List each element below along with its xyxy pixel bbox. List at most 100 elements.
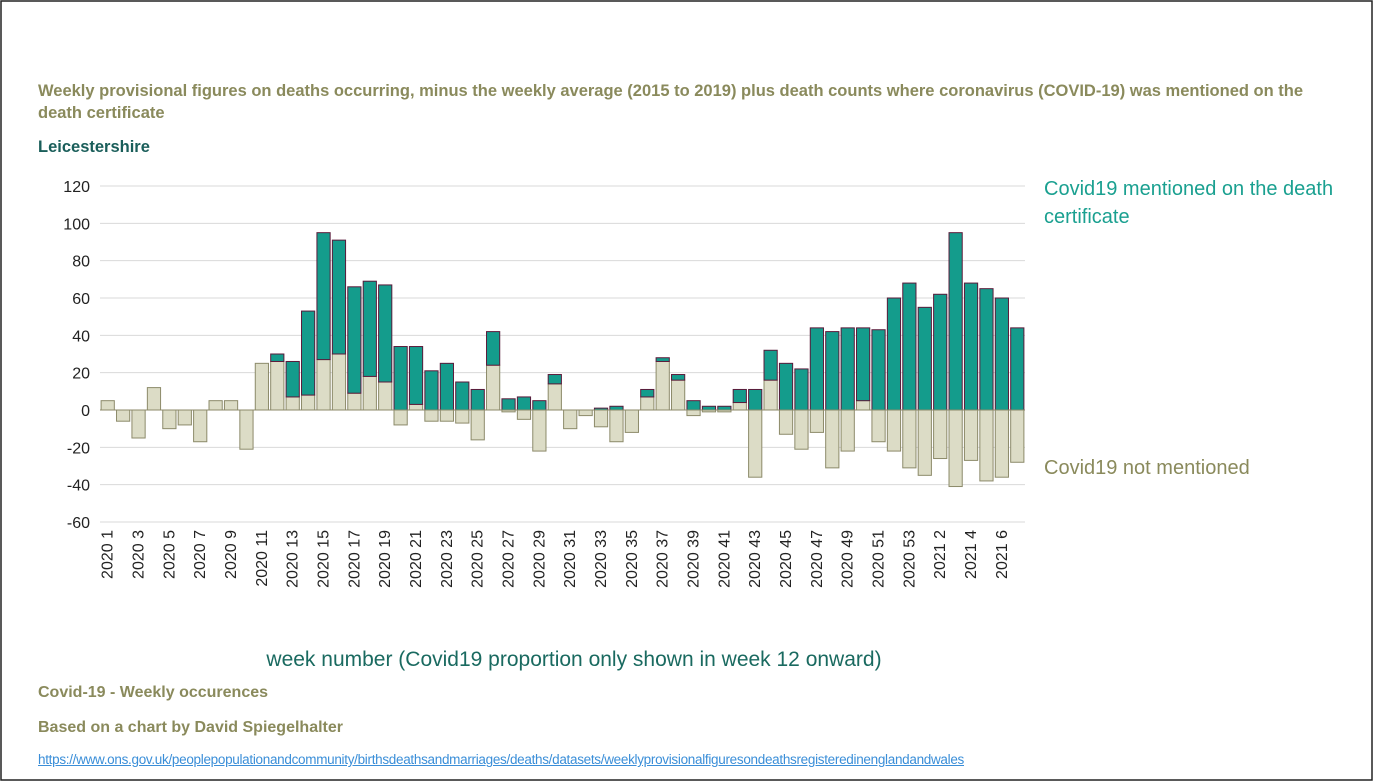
bar xyxy=(609,405,624,411)
bar xyxy=(778,409,794,435)
bar xyxy=(239,409,254,450)
legend-entry: Covid19 mentioned on the death certifica… xyxy=(1044,178,1334,228)
bar xyxy=(116,409,131,422)
bar xyxy=(886,409,902,452)
x-tick-label: 2020 35 xyxy=(624,530,641,588)
bar xyxy=(655,360,670,411)
bar xyxy=(316,359,331,411)
bar xyxy=(917,409,932,476)
x-tick-label: 2020 45 xyxy=(778,530,795,588)
bar xyxy=(578,409,593,417)
bar xyxy=(871,329,886,411)
credit: Based on a chart by David Spiegelhalter xyxy=(38,719,343,736)
bar xyxy=(486,331,501,366)
bar xyxy=(254,362,269,411)
x-tick-label: 2020 25 xyxy=(470,530,487,588)
bar xyxy=(177,409,192,426)
bar xyxy=(825,331,840,411)
bar xyxy=(331,239,347,355)
bar xyxy=(516,409,532,420)
bar xyxy=(948,232,963,411)
bar xyxy=(794,409,809,450)
bar xyxy=(316,232,331,361)
bar xyxy=(825,409,840,469)
bar xyxy=(516,396,532,411)
bar xyxy=(640,396,655,411)
bar xyxy=(686,400,701,411)
bar xyxy=(270,360,285,411)
bar xyxy=(671,374,686,381)
bar xyxy=(162,409,177,430)
x-axis-label: week number (Covid19 proportion only sho… xyxy=(265,648,881,671)
x-tick-label: 2020 53 xyxy=(901,530,918,588)
bar xyxy=(223,400,239,411)
bar xyxy=(856,327,871,402)
bar xyxy=(979,288,994,411)
bar xyxy=(285,360,300,398)
y-tick-label: 60 xyxy=(72,291,90,308)
bar xyxy=(532,409,547,452)
y-tick-label: -40 xyxy=(67,478,90,495)
bar xyxy=(1010,409,1025,463)
bar xyxy=(994,409,1009,478)
y-tick-label: 0 xyxy=(81,403,90,420)
x-tick-label: 2020 13 xyxy=(285,530,302,588)
bar xyxy=(732,402,747,411)
x-tick-label: 2020 19 xyxy=(377,530,394,588)
x-tick-label: 2020 29 xyxy=(531,530,548,588)
bar xyxy=(917,306,932,411)
bar xyxy=(362,375,377,411)
bar xyxy=(470,409,485,441)
bar xyxy=(778,362,794,411)
bar xyxy=(547,383,562,411)
x-tick-label: 2020 41 xyxy=(716,530,733,588)
bar xyxy=(902,282,917,411)
x-tick-label: 2020 9 xyxy=(223,530,240,579)
bar xyxy=(331,353,347,411)
x-tick-label: 2020 47 xyxy=(809,530,826,588)
bar xyxy=(208,400,223,411)
x-tick-label: 2021 2 xyxy=(932,530,949,579)
bar xyxy=(408,346,424,405)
bar xyxy=(193,409,208,443)
x-tick-label: 2020 5 xyxy=(161,530,178,579)
source-link[interactable]: https://www.ons.gov.uk/peoplepopulationa… xyxy=(38,752,964,767)
y-tick-label: 120 xyxy=(63,179,90,196)
bar xyxy=(270,353,285,362)
x-tick-label: 2020 15 xyxy=(316,530,333,588)
bar xyxy=(979,409,994,482)
x-tick-label: 2020 3 xyxy=(131,530,148,579)
x-tick-label: 2021 4 xyxy=(963,530,980,579)
x-tick-label: 2021 6 xyxy=(994,530,1011,579)
bar xyxy=(439,409,454,422)
x-tick-label: 2020 33 xyxy=(593,530,610,588)
x-tick-label: 2020 1 xyxy=(100,530,117,579)
bar xyxy=(424,409,439,422)
bar xyxy=(809,327,824,411)
bar xyxy=(131,409,146,439)
y-tick-label: 40 xyxy=(72,328,90,345)
bar xyxy=(794,368,809,411)
bar xyxy=(470,388,485,411)
bar xyxy=(840,409,855,452)
bar xyxy=(301,394,316,411)
bar xyxy=(424,370,439,411)
bar xyxy=(593,409,609,428)
bar xyxy=(717,405,732,411)
y-tick-label: 80 xyxy=(72,254,90,271)
bar xyxy=(701,405,717,411)
bar xyxy=(840,327,855,411)
x-tick-label: 2020 23 xyxy=(439,530,456,588)
bar xyxy=(686,409,701,417)
bar xyxy=(624,409,639,433)
x-tick-label: 2020 37 xyxy=(655,530,672,588)
bar xyxy=(532,400,547,411)
bar xyxy=(455,409,470,424)
bar xyxy=(763,379,778,411)
bar xyxy=(455,381,470,411)
legend-entry: Covid19 not mentioned xyxy=(1044,457,1250,479)
bar xyxy=(902,409,917,469)
bar xyxy=(655,357,670,362)
bar xyxy=(763,349,778,381)
